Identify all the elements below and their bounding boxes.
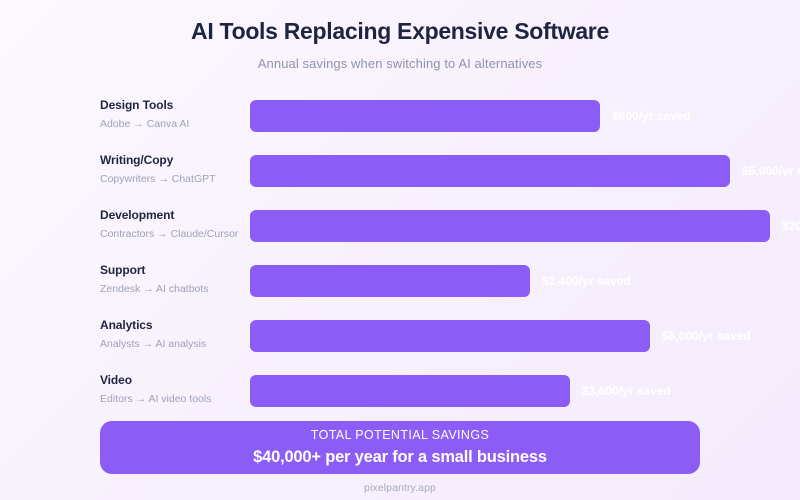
row-replacement-note: Contractors → Claude/Cursor <box>100 228 239 241</box>
row-replacement-note: Analysts → AI analysis <box>100 338 207 351</box>
bar-fill <box>250 320 650 352</box>
bar-fill <box>250 375 570 407</box>
row-label-group: Writing/Copy Copywriters → ChatGPT <box>100 153 250 186</box>
total-savings-amount: $40,000+ per year for a small business <box>253 447 547 466</box>
row-replacement-note: Zendesk → AI chatbots <box>100 283 209 296</box>
bar-track: $8,000/yr saved <box>250 320 800 352</box>
row-replacement-note: Adobe → Canva AI <box>100 118 190 131</box>
bar-fill <box>250 210 770 242</box>
bar-value-label: $20,000/yr saved <box>782 219 800 233</box>
bar-value-label: $3,600/yr saved <box>582 384 671 398</box>
row-label-group: Support Zendesk → AI chatbots <box>100 263 250 296</box>
row-category-name: Support <box>100 263 146 277</box>
row-replacement-note: Copywriters → ChatGPT <box>100 173 216 186</box>
page-title: AI Tools Replacing Expensive Software <box>191 18 609 44</box>
chart-row: Design Tools Adobe → Canva AI $600/yr sa… <box>0 96 800 151</box>
chart-row: Analytics Analysts → AI analysis $8,000/… <box>0 316 800 371</box>
chart-row: Video Editors → AI video tools $3,600/yr… <box>0 371 800 426</box>
chart-row: Development Contractors → Claude/Cursor … <box>0 206 800 261</box>
row-category-name: Video <box>100 373 132 387</box>
row-category-name: Writing/Copy <box>100 153 174 167</box>
bar-track: $2,400/yr saved <box>250 265 800 297</box>
row-label-group: Design Tools Adobe → Canva AI <box>100 98 250 131</box>
bar-track: $20,000/yr saved <box>250 210 800 242</box>
bar-value-label: $5,000/yr saved <box>742 164 800 178</box>
bar-track: $3,600/yr saved <box>250 375 800 407</box>
bar-track: $600/yr saved <box>250 100 800 132</box>
row-category-name: Analytics <box>100 318 153 332</box>
row-label-group: Development Contractors → Claude/Cursor <box>100 208 250 241</box>
page-subtitle: Annual savings when switching to AI alte… <box>257 55 543 71</box>
total-savings-label: TOTAL POTENTIAL SAVINGS <box>310 428 490 443</box>
row-label-group: Video Editors → AI video tools <box>100 373 250 406</box>
bar-track: $5,000/yr saved <box>250 155 800 187</box>
bar-value-label: $8,000/yr saved <box>662 329 751 343</box>
poster-header: AI Tools Replacing Expensive Software An… <box>0 0 800 71</box>
bar-value-label: $2,400/yr saved <box>542 274 631 288</box>
bar-value-label: $600/yr saved <box>612 109 691 123</box>
bar-fill <box>250 155 730 187</box>
row-replacement-note: Editors → AI video tools <box>100 393 212 406</box>
watermark: pixelpantry.app <box>364 482 436 494</box>
bar-fill <box>250 265 530 297</box>
row-category-name: Development <box>100 208 175 222</box>
bar-chart: Design Tools Adobe → Canva AI $600/yr sa… <box>0 96 800 426</box>
chart-row: Support Zendesk → AI chatbots $2,400/yr … <box>0 261 800 316</box>
row-category-name: Design Tools <box>100 98 174 112</box>
bar-fill <box>250 100 600 132</box>
row-label-group: Analytics Analysts → AI analysis <box>100 318 250 351</box>
chart-row: Writing/Copy Copywriters → ChatGPT $5,00… <box>0 151 800 206</box>
total-savings-banner: TOTAL POTENTIAL SAVINGS $40,000+ per yea… <box>100 421 700 474</box>
